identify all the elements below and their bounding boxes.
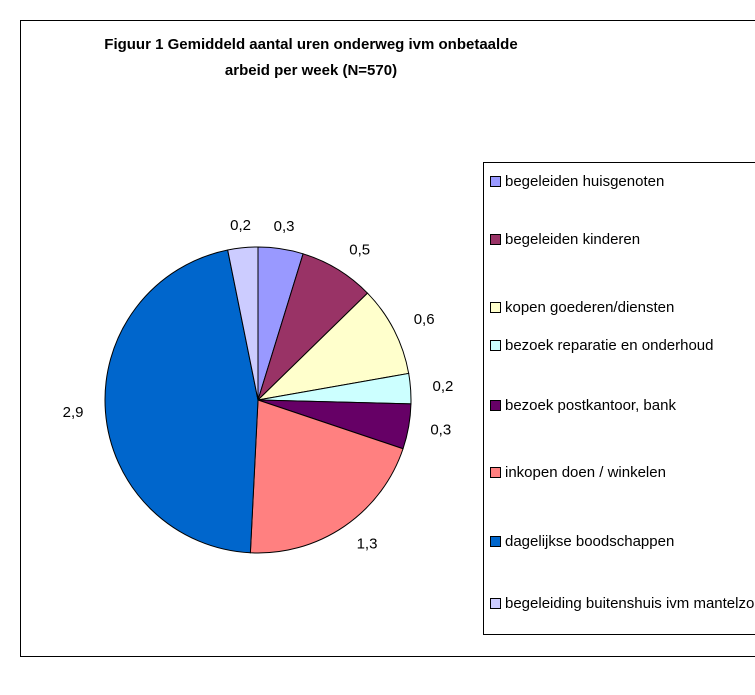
pie-slice [256, 292, 410, 401]
pie-slice [227, 246, 259, 401]
legend-swatch [490, 598, 501, 609]
legend-label: begeleiding buitenshuis ivm mantelzorg [505, 595, 755, 612]
data-label: 1,3 [357, 536, 378, 553]
data-label: 0,2 [230, 217, 251, 234]
legend-swatch [490, 467, 501, 478]
legend-label: begeleiden kinderen [505, 231, 640, 248]
legend-label: bezoek postkantoor, bank [505, 397, 676, 414]
legend-swatch [490, 340, 501, 351]
legend-label: kopen goederen/diensten [505, 299, 674, 316]
data-label: 0,6 [414, 311, 435, 328]
data-label: 0,2 [433, 378, 454, 395]
legend-label: dagelijkse boodschappen [505, 533, 674, 550]
data-label: 0,5 [349, 242, 370, 259]
data-label: 2,9 [63, 404, 84, 421]
chart-title-line: Figuur 1 Gemiddeld aantal uren onderweg … [104, 36, 517, 53]
data-label: 0,3 [274, 218, 295, 235]
legend-box [483, 162, 755, 635]
legend-label: inkopen doen / winkelen [505, 464, 666, 481]
legend-swatch [490, 234, 501, 245]
chart-title-line: arbeid per week (N=570) [225, 62, 397, 79]
legend-swatch [490, 302, 501, 313]
data-label: 0,3 [430, 421, 451, 438]
pie-slice [104, 249, 259, 554]
legend-swatch [490, 536, 501, 547]
legend-label: begeleiden huisgenoten [505, 173, 664, 190]
legend-label: bezoek reparatie en onderhoud [505, 337, 714, 354]
legend-swatch [490, 400, 501, 411]
legend-swatch [490, 176, 501, 187]
pie-slice [249, 399, 404, 554]
